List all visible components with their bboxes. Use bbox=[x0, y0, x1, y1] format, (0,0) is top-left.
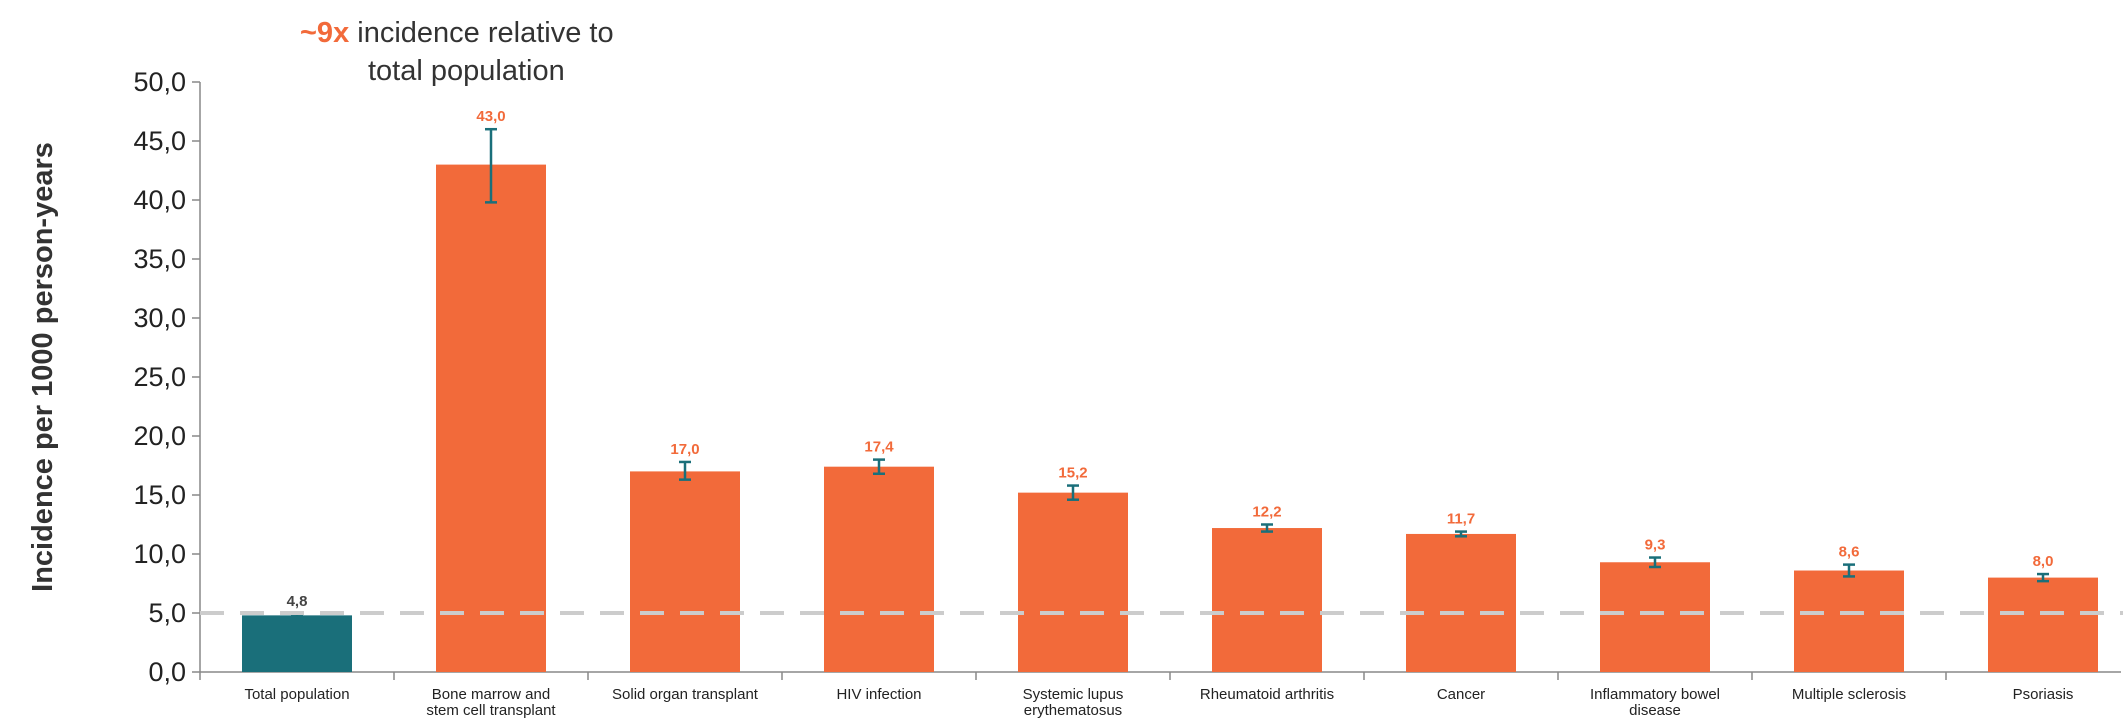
bar bbox=[824, 466, 934, 672]
annotation-line-1: ~9x incidence relative to bbox=[300, 17, 614, 49]
bar bbox=[1600, 562, 1710, 672]
y-tick-label: 50,0 bbox=[133, 67, 186, 97]
y-tick-label: 15,0 bbox=[133, 480, 186, 510]
data-label: 15,2 bbox=[1058, 465, 1087, 482]
data-label: 4,8 bbox=[287, 593, 308, 610]
error-bar bbox=[1455, 530, 1467, 538]
x-tick-label: Solid organ transplant bbox=[612, 686, 759, 703]
bar bbox=[1018, 492, 1128, 672]
labels: 0,0 5,0 10,0 15,0 20,0 25,0 30,0 35,0 40,0 45,0 50… bbox=[133, 67, 2073, 719]
x-tick-label: Inflammatory bowel disease bbox=[1590, 686, 1720, 719]
y-tick-label: 10,0 bbox=[133, 539, 186, 569]
error-bar bbox=[1261, 523, 1273, 533]
bars bbox=[242, 127, 2098, 672]
error-bar bbox=[1843, 563, 1855, 578]
x-tick-label: HIV infection bbox=[836, 686, 921, 703]
x-tick-label: Cancer bbox=[1437, 686, 1485, 703]
annotation-text-1: incidence relative to bbox=[349, 17, 613, 49]
data-label: 11,7 bbox=[1447, 511, 1475, 528]
data-label: 8,6 bbox=[1839, 544, 1860, 561]
error-bar bbox=[679, 460, 691, 481]
data-label: 8,0 bbox=[2033, 553, 2054, 570]
x-tick-label: Multiple sclerosis bbox=[1792, 686, 1906, 703]
x-tick-label: Psoriasis bbox=[2013, 686, 2074, 703]
x-tick-label: Bone marrow and stem cell transplant bbox=[426, 686, 556, 719]
bar bbox=[1406, 533, 1516, 672]
y-tick-label: 30,0 bbox=[133, 303, 186, 333]
y-tick-label: 20,0 bbox=[133, 421, 186, 451]
data-label: 9,3 bbox=[1645, 537, 1666, 554]
bar bbox=[1212, 528, 1322, 672]
data-label: 17,0 bbox=[670, 441, 699, 458]
data-label: 17,4 bbox=[864, 439, 894, 456]
error-bar bbox=[873, 458, 885, 476]
error-bar bbox=[485, 127, 497, 204]
data-label: 12,2 bbox=[1252, 504, 1281, 521]
y-tick-label: 5,0 bbox=[148, 598, 186, 628]
x-tick-label: Rheumatoid arthritis bbox=[1200, 686, 1334, 703]
error-bar bbox=[1649, 556, 1661, 569]
annotation-highlight: ~9x bbox=[300, 17, 349, 49]
y-tick-label: 0,0 bbox=[148, 657, 186, 687]
x-tick-label: Total population bbox=[244, 686, 349, 703]
bar bbox=[1988, 577, 2098, 672]
y-tick-label: 35,0 bbox=[133, 244, 186, 274]
bar bbox=[436, 164, 546, 672]
error-bar bbox=[1067, 484, 1079, 501]
annotation-line-2: total population bbox=[368, 55, 565, 87]
y-tick-label: 45,0 bbox=[133, 126, 186, 156]
x-tick-label: Systemic lupus erythematosus bbox=[1023, 686, 1124, 719]
y-axis-title: Incidence per 1000 person-years bbox=[27, 142, 59, 592]
y-tick-label: 25,0 bbox=[133, 362, 186, 392]
bar bbox=[630, 471, 740, 672]
bar bbox=[242, 615, 352, 672]
error-bar bbox=[2037, 572, 2049, 583]
y-tick-label: 40,0 bbox=[133, 185, 186, 215]
data-label: 43,0 bbox=[476, 108, 505, 125]
bar bbox=[1794, 570, 1904, 672]
